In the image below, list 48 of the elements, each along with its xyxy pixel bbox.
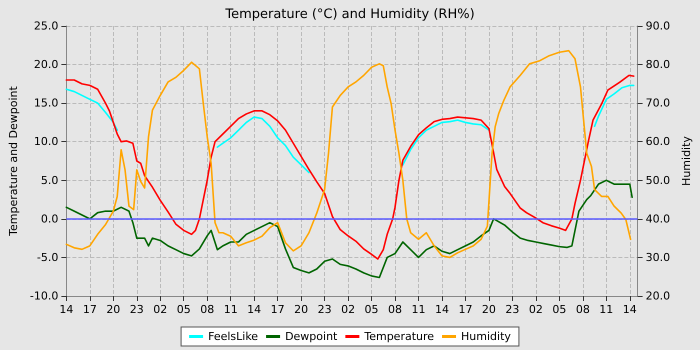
x-tick-label: 11 [412, 303, 426, 316]
x-tick-label: 23 [318, 303, 332, 316]
y2-tick-label: 70.0 [646, 96, 670, 110]
legend-label: Temperature [363, 330, 434, 343]
x-tick-label: 14 [247, 303, 262, 316]
x-tick-label: 17 [270, 303, 285, 316]
y2-tick-label: 20.0 [646, 290, 670, 302]
x-tick-label: 14 [622, 303, 637, 316]
x-tick-label: 17 [82, 303, 97, 316]
x-tick-label: 05 [552, 303, 566, 316]
x-tick-label: 20 [482, 303, 496, 316]
x-tick-label: 08 [388, 303, 402, 316]
x-tick-label: 23 [130, 303, 144, 316]
y2-tick-label: 60.0 [646, 135, 670, 148]
x-tick-label: 23 [505, 303, 520, 316]
y-tick-label: 5.0 [40, 174, 58, 187]
y2-tick-label: 90.0 [646, 20, 670, 32]
x-tick-label: 08 [200, 303, 214, 316]
y2-tick-label: 40.0 [646, 212, 670, 226]
x-tick-label: 02 [528, 303, 543, 316]
x-tick-label: 02 [341, 303, 356, 316]
x-tick-label: 05 [364, 303, 379, 316]
y-axis-title: Temperature and Dewpoint [7, 85, 20, 237]
y2-axis-title: Humidity [680, 136, 693, 186]
legend-label: FeelsLike [208, 330, 258, 343]
x-tick-label: 14 [59, 303, 74, 316]
y-tick-label: 25.0 [34, 20, 58, 32]
legend-label: Dewpoint [285, 330, 338, 343]
x-tick-label: 08 [576, 303, 590, 316]
x-tick-label: 11 [224, 303, 238, 316]
x-tick-label: 14 [434, 303, 449, 316]
y-tick-label: 0.0 [40, 212, 58, 226]
x-tick-label: 05 [176, 303, 191, 316]
y2-tick-label: 30.0 [646, 250, 670, 264]
legend-label: Humidity [461, 330, 512, 343]
y2-tick-label: 50.0 [646, 174, 670, 187]
y-tick-label: 20.0 [34, 58, 58, 72]
x-tick-label: 20 [106, 303, 120, 316]
y2-tick-label: 80.0 [646, 58, 670, 72]
y-tick-label: -10.0 [30, 290, 58, 302]
chart-title: Temperature (°C) and Humidity (RH%) [224, 7, 475, 22]
x-tick-label: 17 [458, 303, 472, 316]
x-tick-label: 20 [294, 303, 308, 316]
y-tick-label: 10.0 [34, 135, 58, 148]
x-tick-label: 11 [599, 303, 614, 316]
x-tick-label: 02 [153, 303, 168, 316]
y-tick-label: 15.0 [34, 96, 58, 110]
y-tick-label: -5.0 [36, 250, 58, 264]
